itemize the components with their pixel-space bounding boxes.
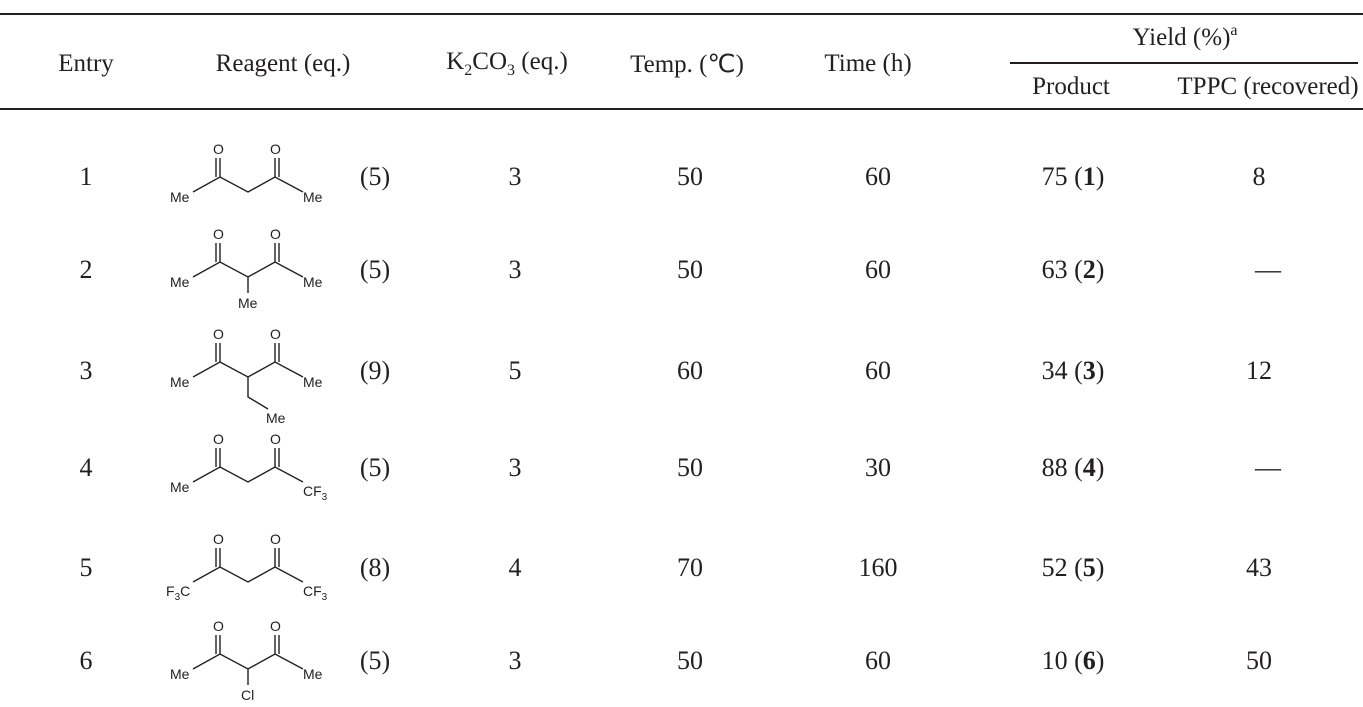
header-tppc: TPPC (recovered) [1177, 73, 1359, 100]
svg-text:Me: Me [266, 410, 286, 425]
row-3-k2co3: 5 [508, 356, 522, 385]
row-5-k2co3: 4 [508, 553, 522, 582]
row-1-o1: O [213, 141, 224, 157]
svg-text:O: O [213, 618, 224, 634]
svg-text:O: O [213, 431, 224, 447]
svg-text:O: O [270, 226, 281, 242]
row-3-structure: O O Me Me Me [170, 326, 323, 425]
row-4-temp: 50 [677, 453, 703, 482]
header-rule [0, 108, 1363, 110]
svg-text:Me: Me [170, 274, 190, 290]
row-1-entry: 1 [79, 162, 93, 191]
row-2-k2co3: 3 [508, 255, 522, 284]
row-4-structure: O O Me CF3 [170, 431, 328, 503]
svg-text:Me: Me [170, 666, 190, 682]
svg-text:Me: Me [303, 666, 323, 682]
row-1-time: 60 [865, 162, 891, 191]
svg-text:O: O [213, 226, 224, 242]
row-1-k2co3: 3 [508, 162, 522, 191]
yield-subrule [1010, 62, 1358, 64]
svg-text:CF3: CF3 [303, 583, 328, 603]
row-4-entry: 4 [79, 453, 93, 482]
svg-text:O: O [270, 431, 281, 447]
row-2-time: 60 [865, 255, 891, 284]
svg-text:O: O [213, 531, 224, 547]
row-6-temp: 50 [677, 646, 703, 675]
row-6-tppc: 50 [1246, 646, 1272, 675]
row-4-k2co3: 3 [508, 453, 522, 482]
row-6-structure: O O Me Me Cl [170, 618, 323, 703]
svg-text:Me: Me [303, 274, 323, 290]
header-temp: Temp. (℃) [630, 51, 744, 78]
row-6-eq: (5) [359, 646, 391, 675]
svg-text:CF3: CF3 [303, 483, 328, 503]
row-3-tppc: 12 [1246, 356, 1272, 385]
row-5-structure: O O F3C CF3 [166, 531, 328, 603]
row-1-left: Me [170, 189, 190, 205]
row-1-right: Me [303, 189, 323, 205]
row-5-time: 160 [858, 553, 898, 582]
svg-text:O: O [270, 618, 281, 634]
svg-text:Cl: Cl [241, 687, 254, 703]
row-2-yield: 63 (2) [1041, 255, 1105, 284]
header-reagent: Reagent (eq.) [215, 50, 351, 77]
row-4-eq: (5) [359, 453, 391, 482]
row-1-tppc: 8 [1252, 162, 1266, 191]
row-4-time: 30 [865, 453, 891, 482]
header-entry: Entry [58, 50, 114, 77]
header-product: Product [1032, 73, 1110, 100]
svg-text:Me: Me [303, 374, 323, 390]
row-1-eq: (5) [359, 162, 391, 191]
row-3-eq: (9) [359, 356, 391, 385]
row-1-yield: 75 (1) [1041, 162, 1105, 191]
row-2-temp: 50 [677, 255, 703, 284]
row-2-entry: 2 [79, 255, 93, 284]
row-3-time: 60 [865, 356, 891, 385]
row-1-structure: O O Me Me [170, 141, 323, 205]
header-k2co3: K2CO3 (eq.) [446, 48, 568, 79]
svg-text:O: O [270, 531, 281, 547]
row-5-eq: (8) [359, 553, 391, 582]
row-6-time: 60 [865, 646, 891, 675]
row-4-yield: 88 (4) [1041, 453, 1105, 482]
row-6-k2co3: 3 [508, 646, 522, 675]
row-3-entry: 3 [79, 356, 93, 385]
svg-text:O: O [213, 326, 224, 342]
svg-text:Me: Me [170, 479, 190, 495]
row-1-o2: O [270, 141, 281, 157]
svg-text:O: O [270, 326, 281, 342]
row-2-structure: O O Me Me Me [170, 226, 323, 311]
svg-text:Me: Me [170, 374, 190, 390]
header-time: Time (h) [824, 50, 912, 77]
row-6-entry: 6 [79, 646, 93, 675]
svg-text:Me: Me [238, 295, 258, 311]
svg-text:F3C: F3C [166, 583, 190, 603]
row-6-yield: 10 (6) [1041, 646, 1105, 675]
row-5-entry: 5 [79, 553, 93, 582]
header-yield: Yield (%)a [1132, 22, 1238, 51]
row-5-yield: 52 (5) [1041, 553, 1105, 582]
row-5-tppc: 43 [1246, 553, 1272, 582]
row-1-temp: 50 [677, 162, 703, 191]
row-2-eq: (5) [359, 255, 391, 284]
row-4-tppc: — [1255, 453, 1281, 482]
row-3-temp: 60 [677, 356, 703, 385]
row-5-temp: 70 [677, 553, 703, 582]
top-rule [0, 13, 1363, 15]
row-2-tppc: — [1255, 255, 1281, 284]
row-3-yield: 34 (3) [1041, 356, 1105, 385]
